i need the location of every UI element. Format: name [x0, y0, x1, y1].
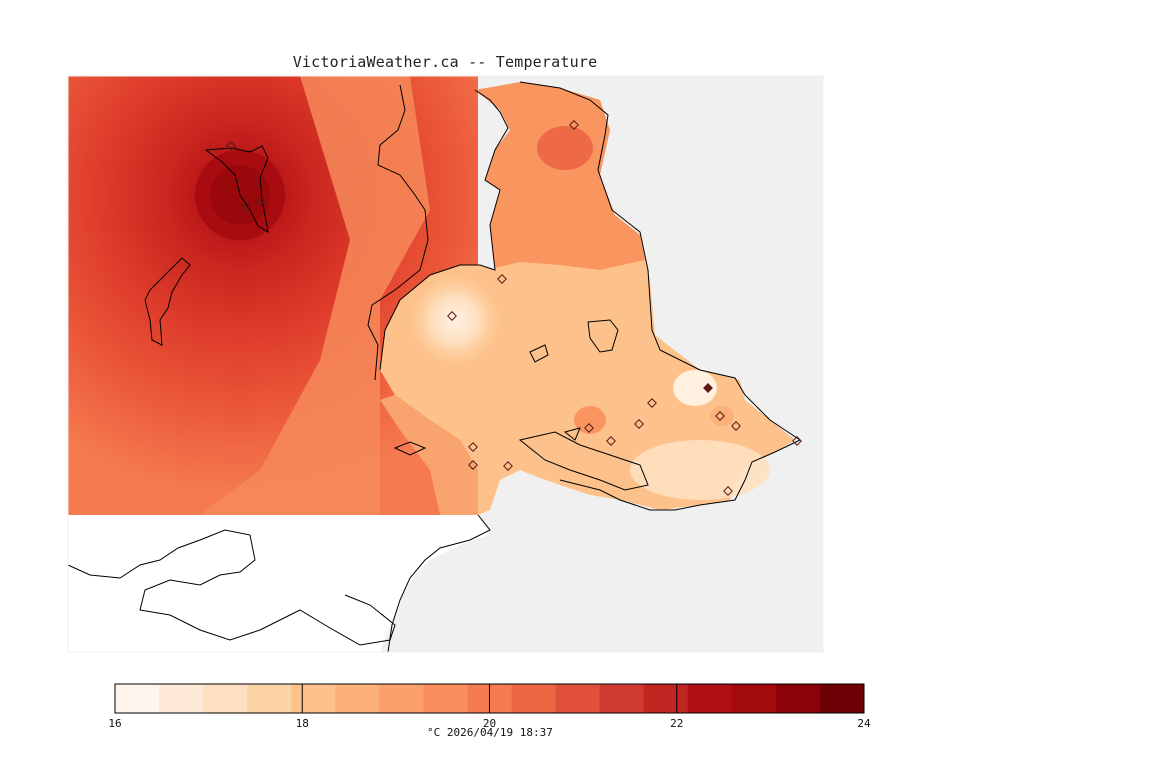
station-marker[interactable]: [715, 411, 725, 421]
colorbar-tick-label: 18: [296, 717, 309, 730]
station-marker[interactable]: [503, 461, 513, 471]
colorbar-swatch: [291, 684, 336, 713]
colorbar-caption: °C 2026/04/19 18:37: [427, 726, 553, 739]
cool-spot-east: [673, 370, 717, 406]
map-frame: [67, 75, 824, 653]
colorbar-swatch: [599, 684, 645, 713]
cool-spot-west: [410, 275, 500, 365]
colorbar-tick-label: 24: [857, 717, 871, 730]
station-marker[interactable]: [703, 383, 713, 393]
colorbar-swatch: [687, 684, 733, 713]
colorbar-swatches: [115, 684, 865, 713]
colorbar-swatch: [379, 684, 424, 713]
coastal-temperature-band: [200, 76, 430, 515]
station-marker[interactable]: [468, 442, 478, 452]
colorbar-swatch: [775, 684, 821, 713]
cool-area-southeast: [630, 440, 770, 500]
colorbar-swatch: [159, 684, 204, 713]
map-title: VictoriaWeather.ca -- Temperature: [292, 53, 598, 71]
colorbar-swatch: [335, 684, 380, 713]
colorbar-swatch: [643, 684, 689, 713]
colorbar-swatch: [731, 684, 777, 713]
weather-stations: [226, 120, 802, 496]
station-marker[interactable]: [792, 436, 802, 446]
colorbar-tick-label: 16: [108, 717, 121, 730]
colorbar-swatch: [115, 684, 160, 713]
eastern-temperature-field: [380, 82, 795, 515]
station-marker[interactable]: [647, 398, 657, 408]
no-data-area: [68, 515, 490, 652]
station-marker[interactable]: [606, 436, 616, 446]
colorbar-swatch: [203, 684, 248, 713]
station-marker[interactable]: [226, 141, 236, 151]
colorbar-tick-label: 22: [670, 717, 683, 730]
colorbar-swatch: [555, 684, 601, 713]
colorbar-swatch: [511, 684, 557, 713]
station-marker[interactable]: [497, 274, 507, 284]
station-marker[interactable]: [634, 419, 644, 429]
west-edge-field: [380, 395, 478, 515]
colorbar-tick-label: 20: [483, 717, 496, 730]
station-marker[interactable]: [241, 201, 251, 211]
colorbar-ticks: [114, 684, 865, 713]
station-marker[interactable]: [569, 120, 579, 130]
north-warm-spot: [537, 126, 593, 170]
colorbar-labels: 16 18 20 22 24: [108, 717, 871, 730]
station-marker[interactable]: [447, 311, 457, 321]
colorbar-swatch: [819, 684, 865, 713]
north-temperature-field: [475, 82, 645, 270]
station-marker[interactable]: [468, 460, 478, 470]
station-marker[interactable]: [584, 423, 594, 433]
colorbar-swatch: [423, 684, 468, 713]
warm-spot-inland: [574, 406, 606, 434]
station-marker[interactable]: [731, 421, 741, 431]
map-area: [68, 76, 823, 652]
colorbar-swatch: [247, 684, 292, 713]
warm-spot-east: [710, 406, 734, 426]
station-marker[interactable]: [723, 486, 733, 496]
station-marker[interactable]: [255, 196, 265, 206]
coastlines: [67, 81, 802, 653]
